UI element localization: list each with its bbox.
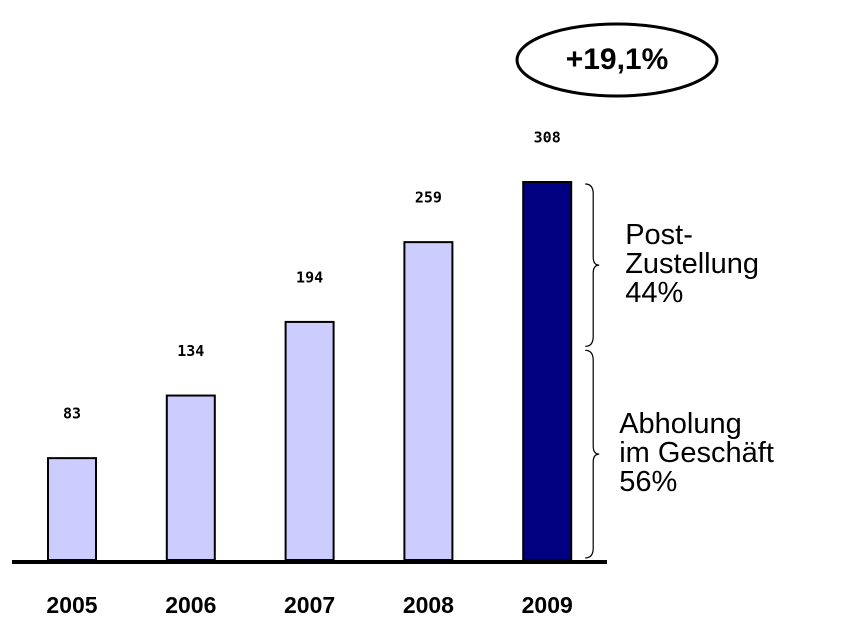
value-label: 308 [534, 129, 561, 147]
annotation-ellipse [515, 22, 719, 98]
value-label: 194 [296, 268, 323, 286]
breakdown-value: 56% [619, 466, 677, 498]
bar [403, 241, 454, 562]
breakdown-label: Post- [625, 219, 693, 251]
value-label: 259 [415, 189, 442, 207]
value-label: 134 [177, 342, 204, 360]
breakdown-value: 44% [625, 277, 683, 309]
x-tick-label: 2005 [46, 592, 97, 618]
value-label: 83 [63, 405, 81, 423]
bar [522, 181, 573, 561]
x-tick-label: 2007 [284, 592, 335, 618]
breakdown-label: Abholung [619, 408, 742, 440]
bar [284, 320, 335, 561]
brace [585, 183, 600, 347]
breakdown-label: im Geschäft [619, 437, 774, 469]
x-tick-label: 2008 [403, 592, 454, 618]
x-tick-label: 2009 [522, 592, 573, 618]
x-tick-label: 2006 [165, 592, 216, 618]
bar [165, 394, 216, 561]
bar [47, 457, 97, 561]
annotation: +19,1% [566, 43, 669, 76]
brace [585, 349, 600, 559]
breakdown-label: Zustellung [625, 248, 759, 280]
